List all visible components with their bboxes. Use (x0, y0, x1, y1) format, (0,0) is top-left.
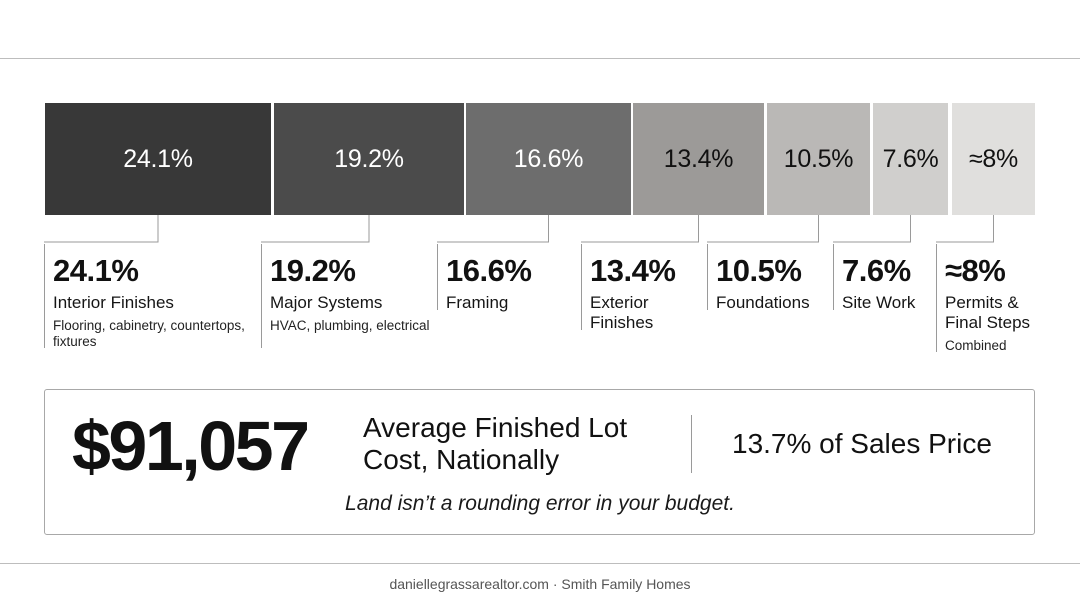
bar-segment: 16.6% (466, 103, 631, 215)
segment-label: 24.1% Interior Finishes Flooring, cabinetr… (44, 244, 254, 349)
segment-percent: 7.6% (842, 253, 911, 288)
bar-value-label: 16.6% (513, 144, 584, 173)
segment-name: Interior Finishes (53, 293, 174, 312)
segment-name: Permits & Final Steps (945, 293, 1031, 332)
bar-segment: 7.6% (873, 103, 948, 215)
segment-percent: 10.5% (716, 253, 802, 288)
bar-segment: 10.5% (767, 103, 870, 215)
connector-line (707, 215, 819, 243)
connector-line (44, 215, 159, 243)
segment-name: Framing (446, 293, 509, 312)
bar-value-label: 13.4% (663, 144, 734, 173)
segment-percent: 19.2% (270, 253, 356, 288)
lot-cost-label: Average Finished Lot Cost, Nationally (363, 412, 628, 475)
segment-name: Major Systems (270, 293, 383, 312)
top-divider (0, 58, 1080, 59)
segment-detail: Flooring, cabinetry, countertops, fixtur… (53, 318, 245, 349)
segment-percent: 16.6% (446, 253, 532, 288)
segment-label: 10.5% Foundations (707, 244, 829, 312)
segment-name: Site Work (842, 293, 916, 312)
callout-box (44, 389, 1035, 535)
bar-value-label: 24.1% (123, 144, 193, 173)
segment-detail: Combined (945, 338, 1007, 353)
segment-percent: 24.1% (53, 253, 139, 288)
segment-label: 7.6% Site Work (833, 244, 933, 312)
segment-label: 19.2% Major Systems HVAC, plumbing, electr… (261, 244, 431, 348)
segment-percent: ≈8% (945, 253, 1006, 288)
bar-value-label: 10.5% (783, 144, 854, 173)
segment-percent: 13.4% (590, 253, 676, 288)
bar-value-label: ≈8% (969, 144, 1018, 173)
bar-value-label: 19.2% (334, 144, 404, 173)
segment-label: ≈8% Permits & Final Steps Combined (936, 244, 1046, 353)
bar-value-label: 7.6% (882, 144, 939, 173)
bar-segment: ≈8% (952, 103, 1035, 215)
connector-line (581, 215, 699, 243)
bottom-divider (0, 563, 1080, 564)
connector-line (936, 215, 994, 243)
connector-line (437, 215, 549, 243)
sales-price-share: 13.7% of Sales Price (732, 428, 992, 459)
bar-segment: 19.2% (274, 103, 464, 215)
segment-label: 13.4% Exterior Finishes (581, 244, 701, 332)
segment-label: 16.6% Framing (437, 244, 577, 312)
segment-name: Foundations (716, 293, 810, 312)
segment-name: Exterior Finishes (590, 293, 654, 332)
bar-segment: 24.1% (45, 103, 271, 215)
lot-cost-amount: $91,057 (72, 407, 310, 485)
callout-divider (691, 415, 692, 473)
tagline: Land isn’t a rounding error in your budg… (345, 492, 735, 515)
footer-credit: daniellegrassarealtor.com · Smith Family… (389, 576, 691, 592)
bar-segment: 13.4% (633, 103, 764, 215)
connector-line (833, 215, 911, 243)
connector-line (261, 215, 370, 243)
segment-detail: HVAC, plumbing, electrical (270, 318, 430, 333)
stacked-bar: 24.1% 19.2% 16.6% 13.4% 10.5% 7.6% ≈8% (45, 103, 1035, 215)
